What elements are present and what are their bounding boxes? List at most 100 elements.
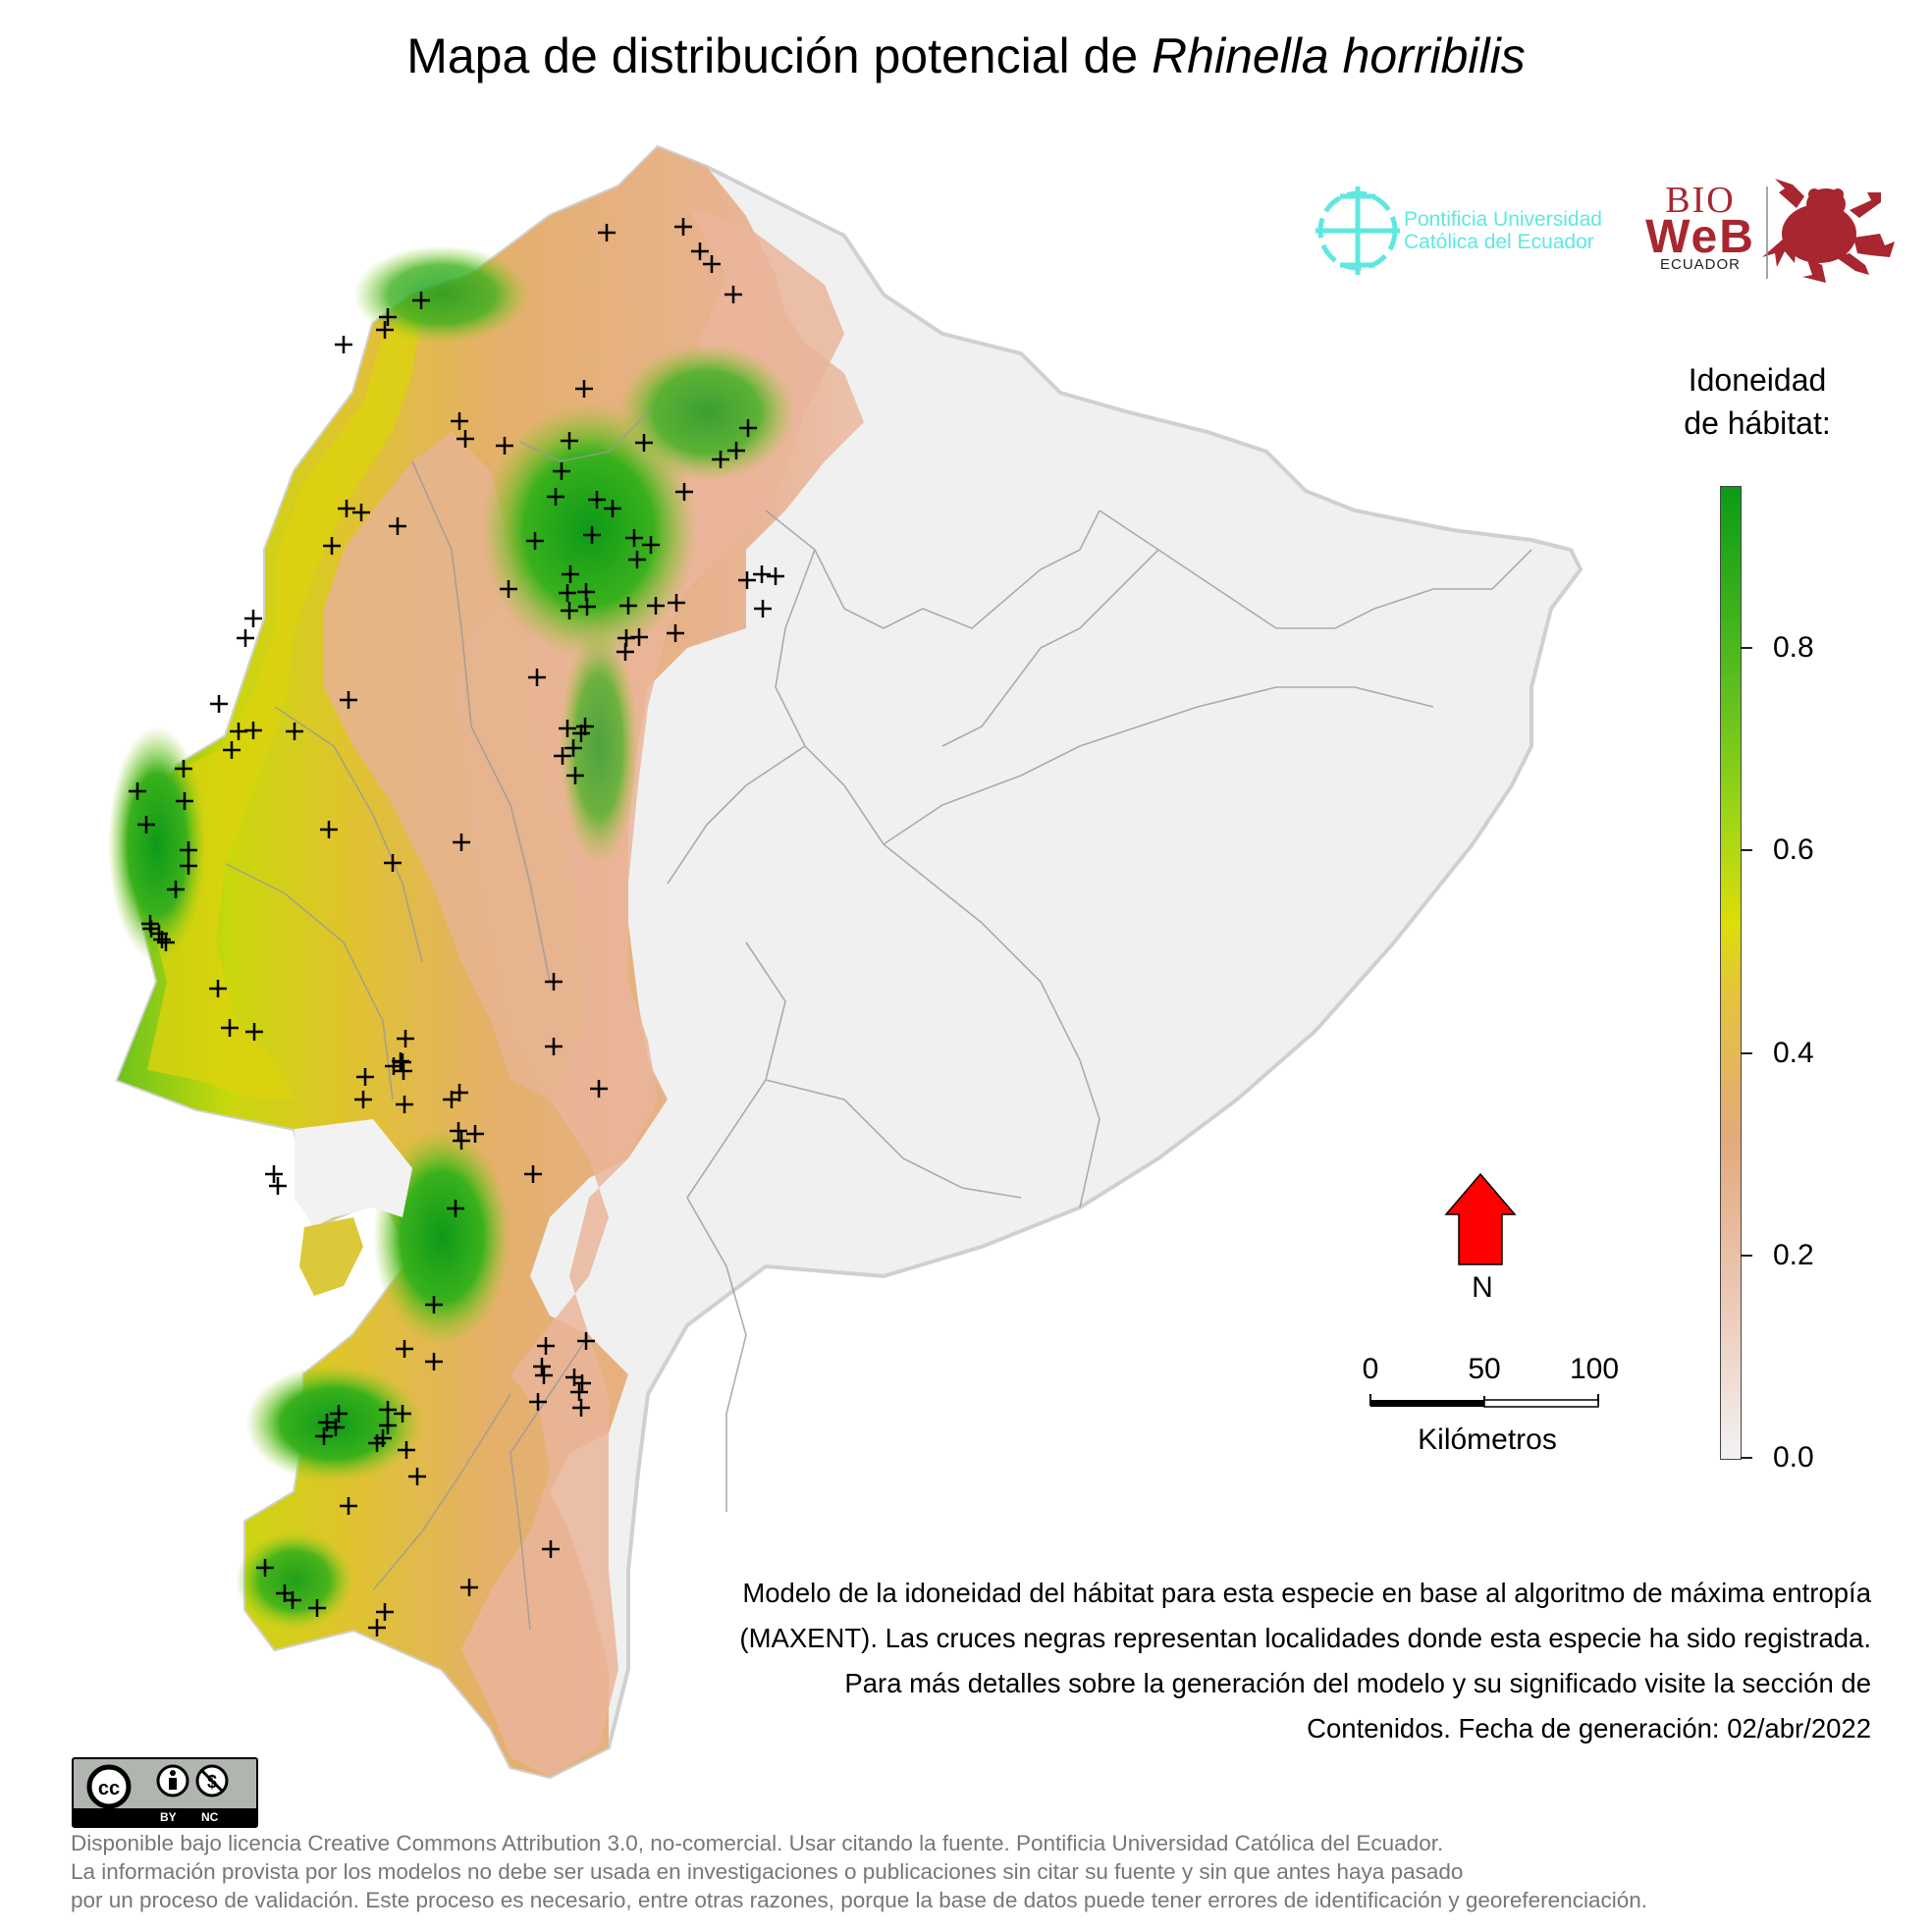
occurrence-cross [389,517,406,535]
occurrence-cross [397,1030,414,1047]
occurrence-cross [575,380,593,398]
occurrence-cross [754,600,772,617]
scale-bar-black [1370,1400,1484,1407]
legend-tick-mark [1741,849,1752,852]
legend-tick-mark [1741,1051,1752,1054]
occurrence-cross [598,224,616,242]
occurrence-cross [577,1332,595,1350]
puna-island [299,1217,363,1296]
occurrence-cross [675,483,693,501]
occurrence-cross [590,1080,608,1098]
occurrence-cross [625,529,643,547]
cc-label-bar: BY NC [74,1808,256,1826]
occurrence-cross [137,816,155,833]
occurrence-cross [561,602,578,619]
occurrence-cross [284,1591,301,1609]
occurrence-cross [703,255,721,273]
scale-tick-0: 0 [1362,1353,1379,1385]
occurrence-cross [265,1165,283,1183]
cc-icons: cc $ [86,1764,229,1808]
occurrence-records [129,218,784,1637]
occurrence-cross [394,1053,411,1071]
occurrence-cross [315,1427,333,1445]
occurrence-cross [340,1497,357,1515]
occurrence-cross [384,854,402,872]
coastal-yellow-strip [147,304,422,1100]
occurrence-cross [396,1340,413,1358]
scale-bar-unit: Kilómetros [1418,1423,1557,1456]
occurrence-cross [619,597,637,615]
north-label: N [1472,1271,1493,1304]
occurrence-cross [588,491,606,509]
legend-tick-mark [1741,647,1752,649]
model-description: Modelo de la idoneidad del hábitat para … [739,1578,1871,1744]
occurrence-cross [368,1434,386,1452]
occurrence-cross [379,308,397,326]
footer-line1: Disponible bajo licencia Creative Common… [71,1831,1444,1855]
occurrence-cross [674,218,692,236]
occurrence-cross [394,1405,411,1422]
scale-tick-100: 100 [1569,1353,1620,1385]
occurrence-cross [447,1200,464,1217]
occurrence-cross [398,1441,415,1459]
legend-title-line1: Idoneidad [1688,362,1827,398]
occurrence-cross [245,1023,263,1041]
occurrence-cross [408,1468,426,1485]
occurrence-cross [647,597,665,615]
occurrence-cross [223,741,241,759]
occurrence-cross [175,760,192,778]
occurrence-cross [356,1068,374,1086]
occurrence-cross [642,536,660,554]
bioweb-line1: BIO [1665,180,1736,221]
occurrence-cross [412,292,430,309]
occurrence-cross [562,565,579,583]
occurrence-cross [323,537,341,555]
occurrence-cross [547,488,564,506]
occurrence-cross [526,532,544,550]
occurrence-cross [425,1296,443,1314]
occurrence-cross [667,624,684,642]
occurrence-cross [583,526,601,544]
occurrence-cross [157,934,175,951]
footer-line2: La información provista por los modelos … [71,1859,1464,1884]
title-species: Rhinella horribilis [1152,28,1526,83]
occurrence-cross [209,980,227,997]
occurrence-cross [545,1038,563,1055]
occurrence-cross [578,598,596,616]
occurrence-cross [320,821,338,838]
green-core-esmeraldas [353,245,530,344]
occurrence-cross [129,782,146,800]
occurrence-cross [335,336,352,353]
occurrence-cross [330,1405,348,1422]
occurrence-cross [739,419,757,437]
occurrence-cross [635,434,653,452]
occurrence-cross [180,857,197,875]
cc-license-badge[interactable]: cc $ BY NC [72,1757,258,1828]
occurrence-cross [604,500,621,517]
occurrence-cross [456,430,474,448]
legend-tick-label: 0.2 [1773,1238,1814,1271]
occurrence-cross [466,1125,484,1143]
occurrence-cross [691,242,709,260]
occurrence-cross [425,1353,443,1370]
occurrence-cross [535,1367,553,1384]
occurrence-cross [450,1122,467,1140]
occurrence-cross [379,1401,397,1419]
occurrence-cross [180,841,197,859]
occurrence-cross [529,1393,547,1411]
bioweb-line3: ECUADOR [1659,256,1741,273]
legend-tick-label: 0.8 [1773,631,1814,664]
occurrence-cross [630,628,648,646]
occurrence-cross [221,1019,239,1037]
legend-tick-label: 0.6 [1773,833,1814,867]
green-core-north-east [618,344,795,481]
legend-tick-mark [1741,1457,1752,1459]
occurrence-cross [628,551,646,568]
legend-tick-label: 0.4 [1773,1036,1814,1069]
scale-bar [1369,1394,1599,1408]
license-footer: Disponible bajo licencia Creative Common… [71,1829,1897,1914]
occurrence-cross [553,462,570,480]
occurrence-cross [738,571,756,589]
occurrence-cross [500,580,517,598]
